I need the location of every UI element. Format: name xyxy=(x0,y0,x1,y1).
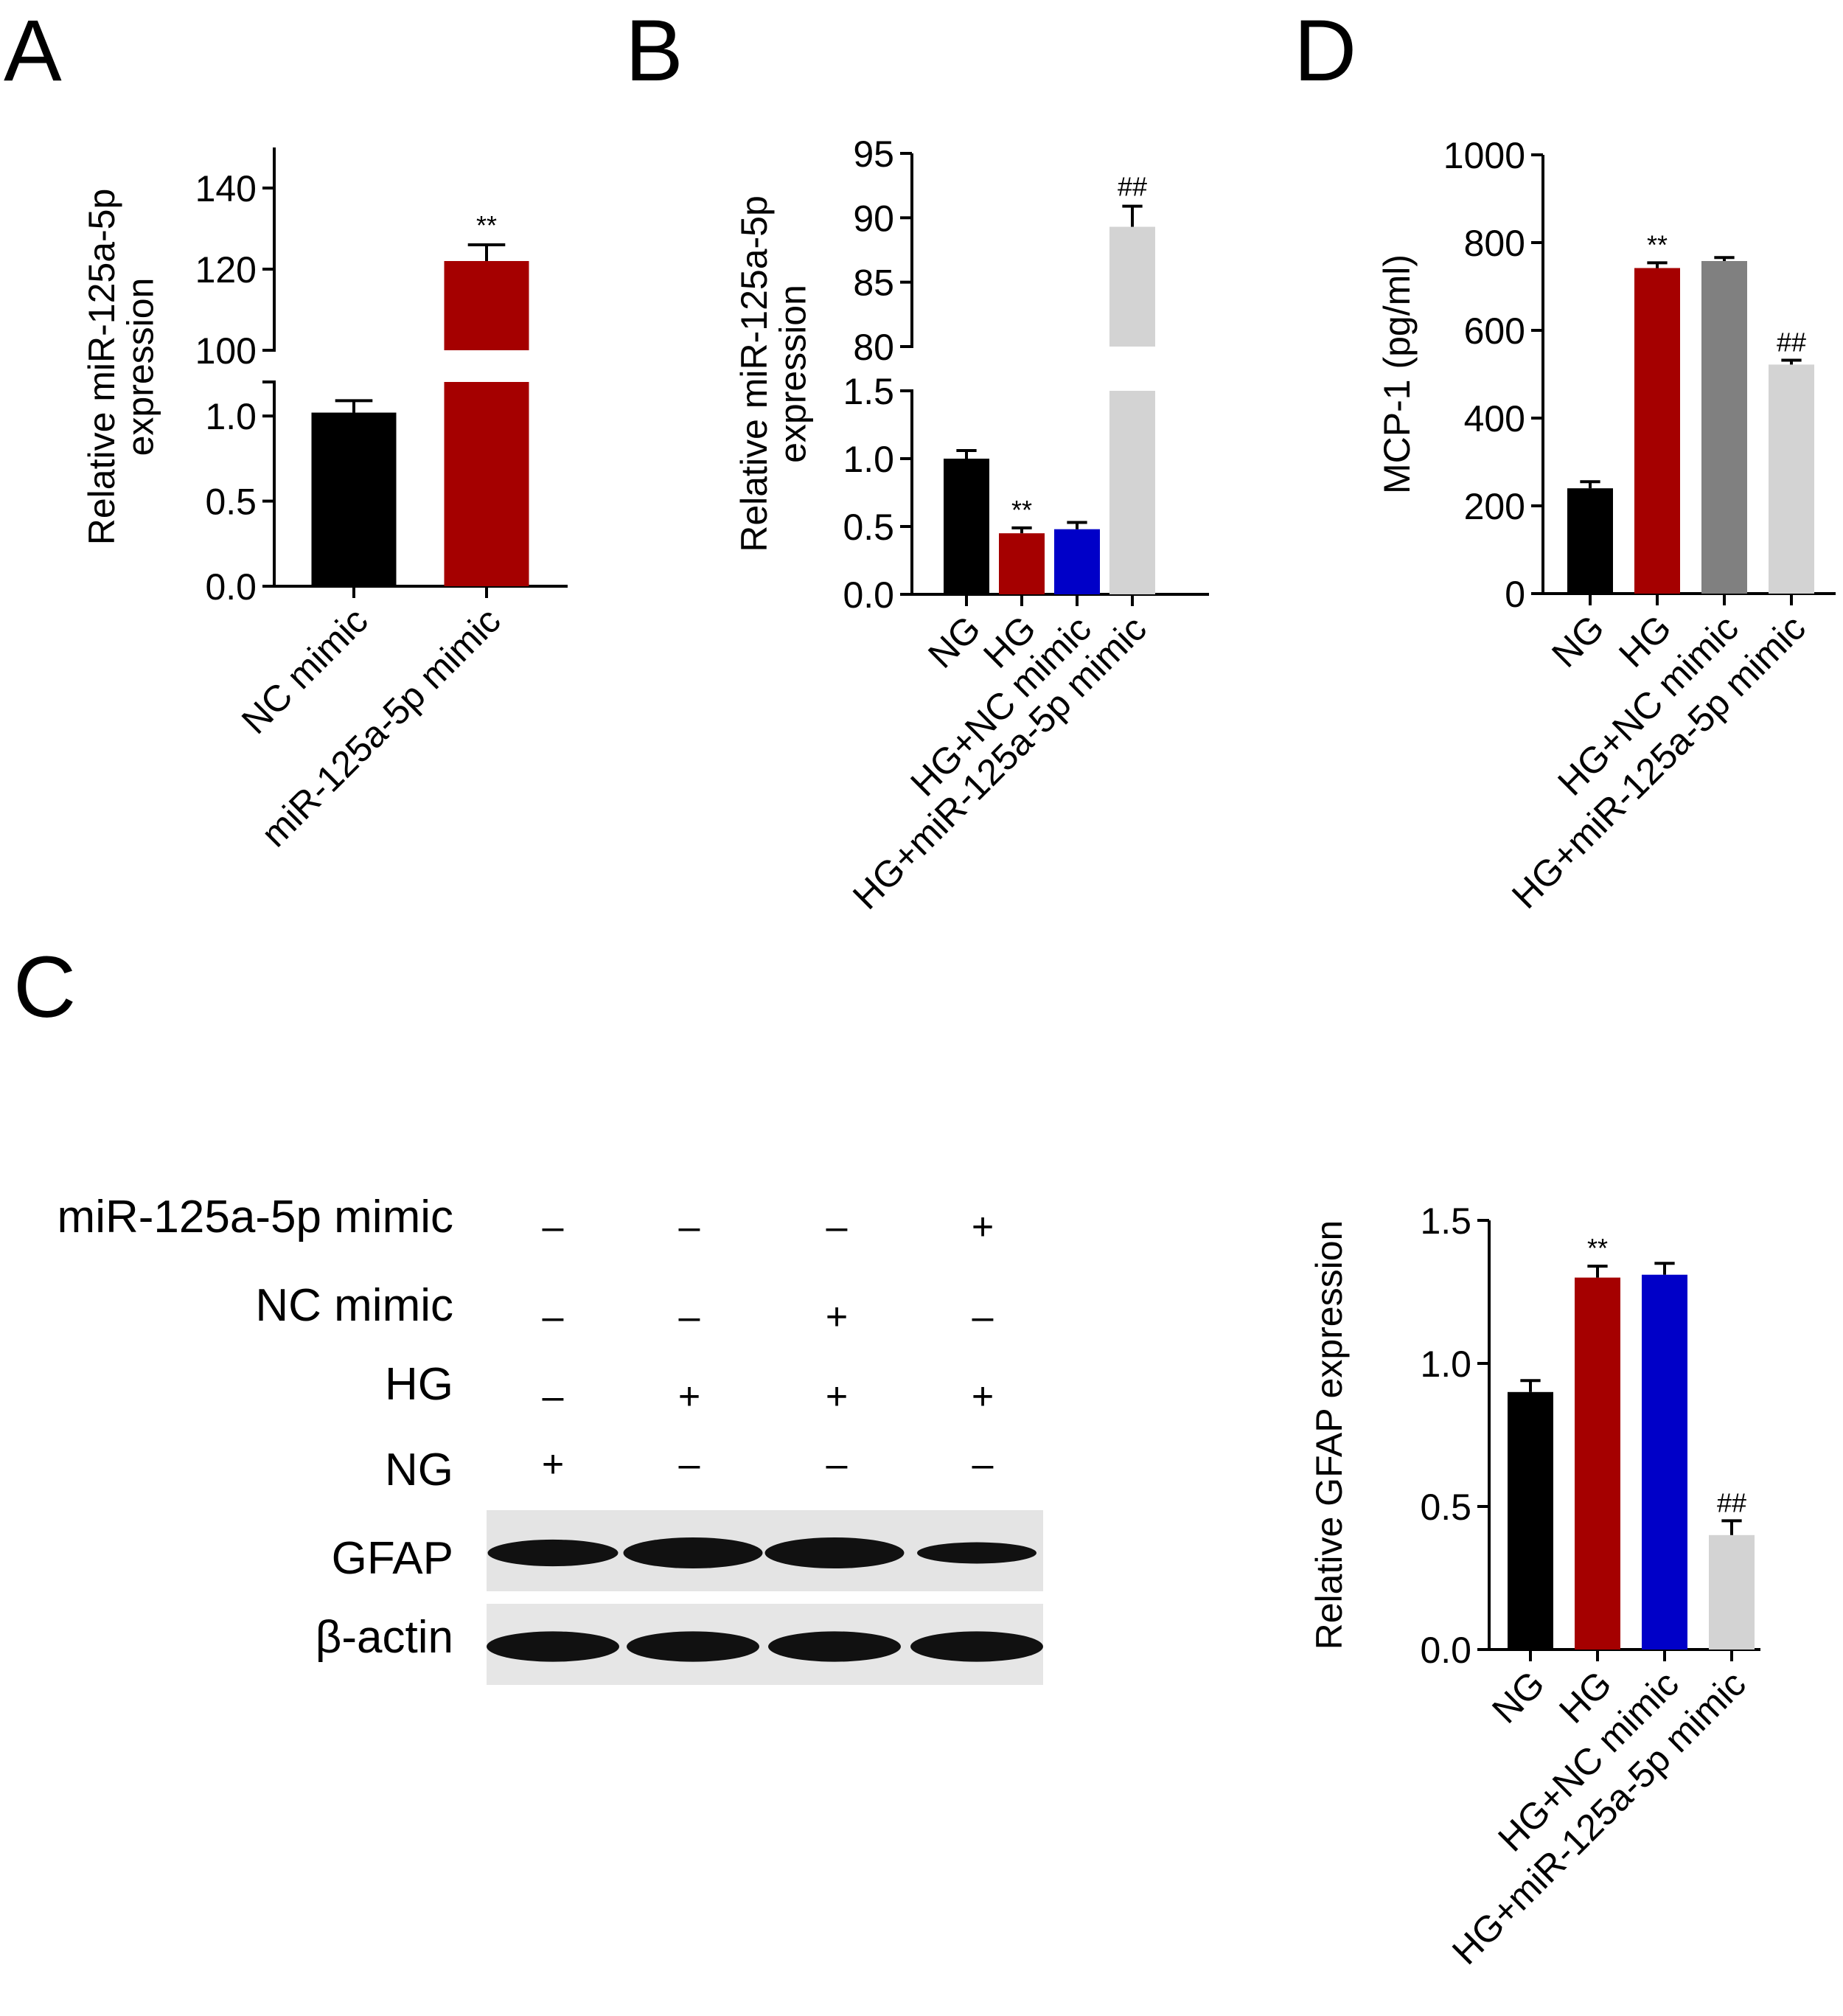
panel-letter-b: B xyxy=(625,2,683,100)
bar xyxy=(1054,529,1100,594)
bar xyxy=(1709,1534,1755,1650)
bar xyxy=(1109,226,1155,347)
blot-gfap xyxy=(487,1510,1043,1591)
minus-sign: – xyxy=(972,1443,994,1486)
bar xyxy=(1567,488,1613,594)
minus-sign: – xyxy=(542,1296,564,1338)
y-axis-label: expression xyxy=(120,278,161,456)
bar xyxy=(444,261,529,350)
y-axis-label: Relative GFAP expression xyxy=(1309,1220,1350,1650)
condition-label-ng: NG xyxy=(385,1445,453,1495)
minus-sign: – xyxy=(826,1443,848,1486)
blot-band xyxy=(764,1537,905,1568)
bar xyxy=(1634,268,1680,594)
y-tick-label: 400 xyxy=(1464,398,1525,439)
y-tick-label: 0.0 xyxy=(205,566,257,608)
y-tick-label: 0.5 xyxy=(205,482,257,523)
plus-sign: + xyxy=(825,1296,849,1338)
minus-sign: – xyxy=(678,1296,700,1338)
significance-mark: ## xyxy=(1118,172,1147,202)
bar xyxy=(999,533,1045,594)
significance-mark: ## xyxy=(1717,1487,1746,1518)
blot-beta-actin xyxy=(487,1604,1043,1685)
y-tick-label: 800 xyxy=(1464,223,1525,264)
blot-label-gfap: GFAP xyxy=(331,1533,453,1584)
minus-sign: – xyxy=(678,1206,700,1248)
plus-sign: + xyxy=(971,1375,994,1418)
blot-band xyxy=(768,1631,901,1662)
blot-band xyxy=(910,1631,1043,1662)
y-tick-label: 1.5 xyxy=(1420,1200,1471,1242)
blot-band xyxy=(627,1631,759,1662)
bar xyxy=(1642,1274,1687,1650)
panel-letter-a: A xyxy=(4,2,62,100)
y-tick-label: 0 xyxy=(1505,574,1525,615)
minus-sign: – xyxy=(678,1443,700,1486)
panel-letter-c: C xyxy=(13,939,77,1036)
bar xyxy=(944,459,989,594)
condition-label-nc-mimic: NC mimic xyxy=(255,1280,453,1331)
significance-mark: ** xyxy=(1647,229,1668,260)
y-axis-label: Relative miR-125a-5p xyxy=(734,195,775,552)
y-tick-label: 1.0 xyxy=(843,439,894,480)
y-axis-label: expression xyxy=(773,285,814,463)
bar xyxy=(1508,1391,1553,1650)
bar xyxy=(1575,1277,1620,1650)
y-tick-label: 140 xyxy=(195,168,257,209)
panel-letter-d: D xyxy=(1294,2,1357,100)
significance-mark: ** xyxy=(1011,495,1032,525)
plus-sign: + xyxy=(825,1375,849,1418)
y-axis-label: Relative miR-125a-5p xyxy=(81,189,122,546)
minus-sign: – xyxy=(972,1296,994,1338)
y-tick-label: 0.5 xyxy=(1420,1487,1471,1528)
significance-mark: ** xyxy=(476,210,497,240)
y-tick-label: 95 xyxy=(853,133,894,175)
y-tick-label: 120 xyxy=(195,249,257,291)
significance-mark: ** xyxy=(1587,1233,1608,1263)
y-tick-label: 1.0 xyxy=(1420,1344,1471,1385)
y-tick-label: 85 xyxy=(853,263,894,304)
blot-band xyxy=(917,1542,1037,1564)
bar xyxy=(311,412,397,586)
bar xyxy=(1769,364,1814,594)
plus-sign: + xyxy=(677,1375,701,1418)
condition-label-mir-mimic: miR-125a-5p mimic xyxy=(57,1192,453,1242)
y-tick-label: 600 xyxy=(1464,310,1525,352)
y-tick-label: 100 xyxy=(195,330,257,372)
bar xyxy=(444,382,529,586)
y-tick-label: 90 xyxy=(853,198,894,239)
blot-band xyxy=(623,1537,763,1568)
y-tick-label: 1.5 xyxy=(843,371,894,412)
blot-band xyxy=(487,1539,619,1567)
bar xyxy=(1109,391,1155,594)
bar xyxy=(1701,260,1747,594)
category-label: NG xyxy=(1484,1663,1553,1731)
condition-label-hg: HG xyxy=(385,1359,453,1410)
y-tick-label: 1000 xyxy=(1443,135,1525,176)
plus-sign: + xyxy=(541,1443,565,1486)
y-tick-label: 1.0 xyxy=(205,396,257,437)
y-tick-label: 200 xyxy=(1464,486,1525,527)
plus-sign: + xyxy=(971,1206,994,1248)
minus-sign: – xyxy=(542,1375,564,1418)
y-tick-label: 0.0 xyxy=(1420,1630,1471,1671)
y-tick-label: 0.5 xyxy=(843,507,894,548)
minus-sign: – xyxy=(826,1206,848,1248)
y-tick-label: 80 xyxy=(853,327,894,368)
minus-sign: – xyxy=(542,1206,564,1248)
y-axis-label: MCP-1 (pg/ml) xyxy=(1376,254,1418,494)
y-tick-label: 0.0 xyxy=(843,574,894,616)
blot-band xyxy=(487,1631,619,1662)
significance-mark: ## xyxy=(1777,327,1806,357)
blot-label-beta-actin: β-actin xyxy=(315,1612,453,1663)
